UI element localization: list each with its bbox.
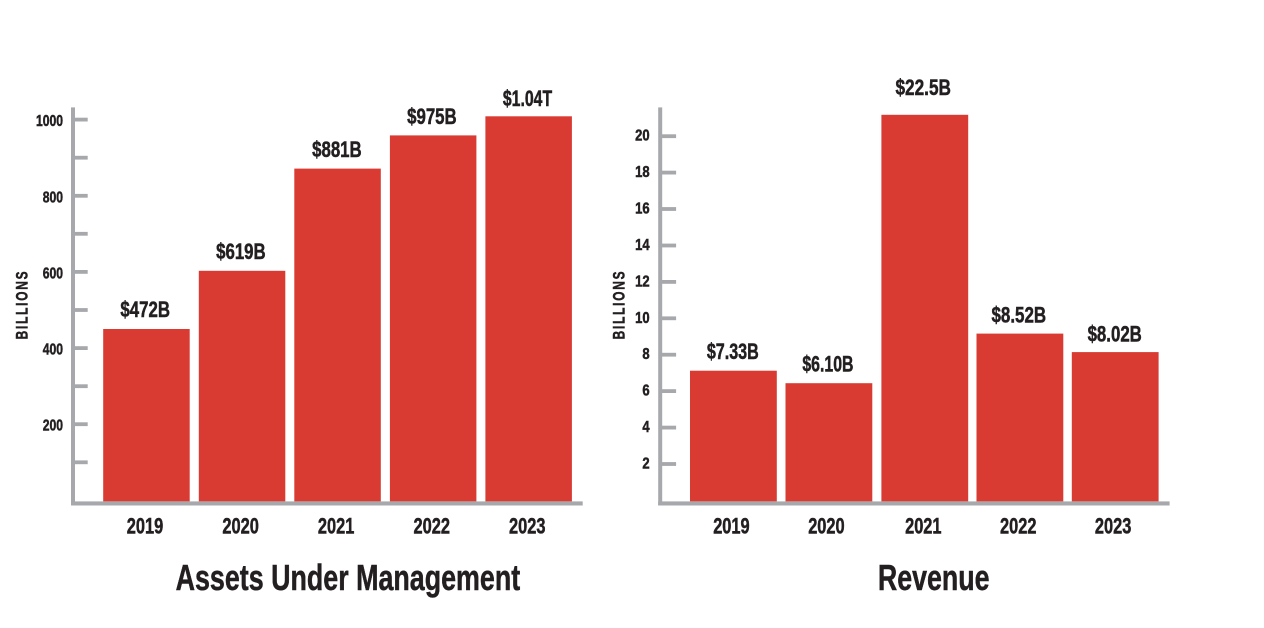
svg-text:$619B: $619B	[216, 240, 266, 265]
svg-text:$8.52B: $8.52B	[991, 303, 1046, 328]
svg-text:$8.02B: $8.02B	[1088, 322, 1142, 347]
svg-text:2022: 2022	[1000, 515, 1036, 539]
svg-text:Assets Under Management: Assets Under Management	[176, 557, 521, 598]
svg-text:6: 6	[642, 383, 649, 400]
svg-text:12: 12	[635, 273, 649, 290]
svg-text:$472B: $472B	[120, 298, 170, 323]
svg-text:$1.04T: $1.04T	[503, 87, 553, 111]
svg-text:10: 10	[635, 310, 649, 327]
svg-text:2019: 2019	[713, 515, 749, 539]
svg-text:$881B: $881B	[312, 138, 362, 163]
svg-text:18: 18	[635, 164, 649, 181]
svg-text:Revenue: Revenue	[878, 557, 990, 598]
svg-text:BILLIONS: BILLIONS	[611, 270, 629, 340]
svg-text:$7.33B: $7.33B	[707, 341, 759, 365]
svg-text:14: 14	[635, 237, 649, 254]
svg-text:4: 4	[642, 419, 649, 436]
svg-text:200: 200	[43, 416, 63, 434]
svg-text:800: 800	[43, 188, 63, 206]
svg-text:600: 600	[43, 264, 63, 282]
svg-text:$6.10B: $6.10B	[802, 353, 853, 377]
svg-text:2: 2	[642, 455, 649, 472]
svg-text:2023: 2023	[1095, 515, 1132, 539]
svg-text:BILLIONS: BILLIONS	[14, 270, 32, 340]
svg-text:8: 8	[642, 346, 649, 363]
svg-text:16: 16	[635, 200, 649, 217]
svg-text:$975B: $975B	[407, 105, 457, 130]
svg-text:400: 400	[43, 340, 63, 358]
svg-text:2019: 2019	[127, 515, 163, 539]
svg-text:$22.5B: $22.5B	[895, 76, 950, 100]
svg-text:1000: 1000	[36, 112, 63, 130]
svg-text:2020: 2020	[808, 515, 844, 539]
svg-text:2021: 2021	[905, 515, 942, 539]
svg-text:2021: 2021	[318, 515, 355, 539]
svg-text:2022: 2022	[413, 515, 449, 539]
svg-text:20: 20	[635, 128, 649, 145]
svg-text:2023: 2023	[509, 515, 546, 539]
svg-text:2020: 2020	[222, 515, 258, 539]
